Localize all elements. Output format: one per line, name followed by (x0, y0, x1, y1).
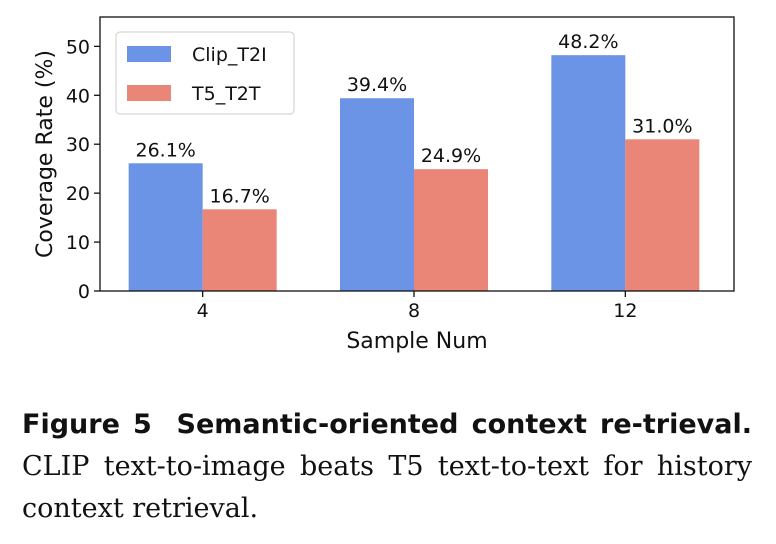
bar-t5-t2t-12 (625, 139, 700, 291)
data-label-t5-t2t-12: 31.0% (632, 115, 692, 137)
x-ticks-group: 4 8 12 (197, 291, 637, 322)
legend: Clip_T2I T5_T2T (115, 31, 295, 115)
legend-label-clip-t2i: Clip_T2I (192, 44, 267, 66)
legend-label-t5-t2t: T5_T2T (191, 83, 261, 105)
bars-group (128, 55, 700, 291)
legend-swatch-clip-t2i (127, 46, 171, 62)
bar-clip-t2i-8 (340, 98, 414, 291)
caption-text: CLIP text-to-image beats T5 text-to-text… (22, 451, 752, 524)
caption-label: Figure 5 (22, 409, 152, 440)
data-label-clip-t2i-8: 39.4% (347, 74, 407, 96)
y-tick-label-0: 0 (78, 281, 90, 303)
x-tick-label-4: 4 (197, 300, 209, 322)
y-tick-label-20: 20 (66, 183, 90, 205)
bar-chart: 26.1%39.4%48.2%16.7%24.9%31.0% 010203040… (33, 16, 735, 354)
plot-frame (99, 16, 735, 292)
x-tick-label-8: 8 (408, 300, 420, 322)
data-label-t5-t2t-8: 24.9% (421, 145, 481, 167)
legend-swatch-t5-t2t (127, 85, 171, 101)
bar-clip-t2i-4 (128, 163, 203, 291)
data-labels-group: 26.1% 39.4% 48.2% 16.7% 24.9% 31.0% (135, 31, 692, 207)
x-tick-label-12: 12 (613, 300, 637, 322)
y-axis-title: Coverage Rate (%) (33, 50, 58, 258)
bar-t5-t2t-4 (202, 209, 277, 291)
y-tick-label-40: 40 (66, 85, 90, 107)
x-axis-title: Sample Num (346, 329, 487, 354)
y-tick-label-50: 50 (66, 36, 90, 58)
data-label-clip-t2i-12: 48.2% (558, 31, 618, 53)
y-tick-label-10: 10 (66, 232, 90, 254)
y-tick-label-30: 30 (66, 134, 90, 156)
data-label-t5-t2t-4: 16.7% (209, 185, 269, 207)
data-label-clip-t2i-4: 26.1% (135, 139, 195, 161)
bar-clip-t2i-12 (551, 55, 626, 291)
y-ticks-group: 0 10 20 30 40 50 (66, 36, 100, 303)
caption-title: Semantic-oriented context re-trieval. (176, 409, 753, 440)
bar-t5-t2t-8 (414, 169, 488, 291)
figure-caption: Figure 5 Semantic-oriented context re-tr… (22, 404, 752, 530)
